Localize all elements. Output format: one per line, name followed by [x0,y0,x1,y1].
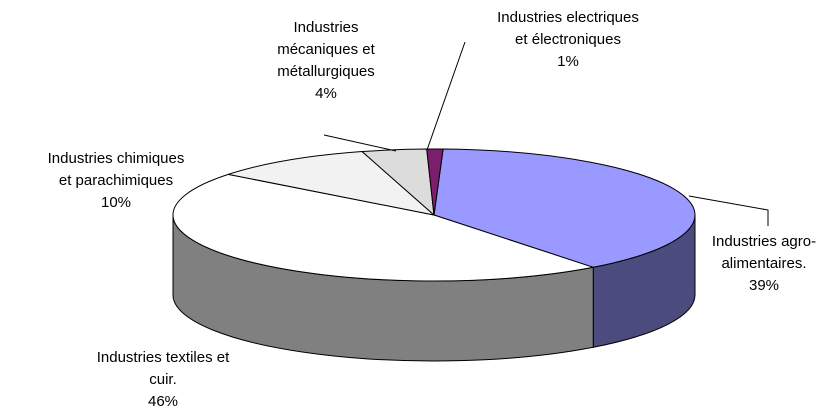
data-label-industries-mecaniques-et: Industries mécaniques et métallurgiques 4% [277,19,375,102]
data-label-percent: 4% [315,85,337,102]
data-label-line: alimentaires. [721,255,806,272]
slice-labels: Industries agro-alimentaires.39%Industri… [48,9,816,410]
data-label-line: et parachimiques [59,172,173,189]
pie-slice-industries-textiles-et-cuir [172,173,594,282]
leader-lines [323,41,769,226]
pie-slice-industries-electriques-et-electroniques [426,148,444,216]
leader-line-industries-mecaniques-et [323,134,397,152]
data-label-line: Industries textiles et [97,349,230,366]
data-label-industries-chimiques-et-parachimiques: Industries chimiques et parachimiques 10% [48,150,185,211]
pie-tops [172,148,696,282]
leader-line-industries-electriques-et-electroniques [426,41,466,151]
data-label-line: Industries agro- [712,233,816,250]
data-label-line: et électroniques [515,31,621,48]
data-label-line: Industries electriques [497,9,639,26]
data-label-line: Industries [293,19,358,36]
data-label-industries-electriques-et-electroniques: Industries electriques et électroniques 1% [497,9,639,70]
data-label-percent: 39% [749,277,779,294]
pie-slice-industries-agro-alimentaires [433,148,696,268]
data-label-percent: 1% [557,53,579,70]
data-label-line: Industries chimiques [48,150,185,167]
leader-line-industries-agro-alimentaires [688,195,769,226]
data-label-line: mécaniques et [277,41,375,58]
data-label-industries-agro-alimentaires: Industries agro-alimentaires. 39% [712,233,816,294]
pie-sides [172,214,696,362]
data-label-line: métallurgiques [277,63,375,80]
data-label-industries-textiles-et-cuir: Industries textiles et cuir. 46% [97,349,230,410]
data-label-percent: 46% [148,393,178,410]
data-label-percent: 10% [101,194,131,211]
pie-slice-industries-chimiques-et-parachimiques [227,151,435,216]
data-label-line: cuir. [149,371,177,388]
